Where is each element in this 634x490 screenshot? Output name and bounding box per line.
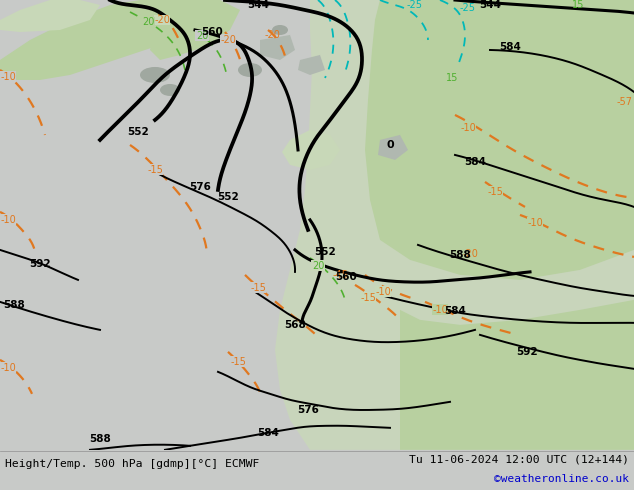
Text: -15: -15 (360, 293, 376, 303)
Text: 15: 15 (446, 73, 458, 83)
Text: 552: 552 (127, 127, 149, 137)
Text: 584: 584 (257, 428, 279, 438)
Text: 544: 544 (479, 0, 501, 10)
Text: 568: 568 (284, 320, 306, 330)
Polygon shape (378, 135, 408, 160)
Text: 588: 588 (449, 250, 471, 260)
Text: Tu 11-06-2024 12:00 UTC (12+144): Tu 11-06-2024 12:00 UTC (12+144) (409, 455, 629, 465)
Text: -10: -10 (432, 305, 448, 315)
Text: -20: -20 (264, 30, 280, 40)
Polygon shape (0, 0, 220, 80)
Text: -25: -25 (407, 0, 423, 10)
Text: -15: -15 (230, 357, 246, 367)
Text: 592: 592 (29, 259, 51, 269)
Polygon shape (298, 55, 325, 75)
Polygon shape (150, 0, 240, 60)
Text: -20: -20 (154, 15, 170, 25)
Text: -10: -10 (527, 218, 543, 228)
Text: -15: -15 (250, 283, 266, 293)
Text: -20: -20 (220, 35, 236, 45)
Text: -10: -10 (0, 363, 16, 373)
Text: 584: 584 (464, 157, 486, 167)
Polygon shape (282, 130, 340, 170)
Text: -25: -25 (460, 3, 476, 13)
Ellipse shape (238, 63, 262, 77)
Polygon shape (0, 0, 100, 32)
Text: 0: 0 (386, 140, 394, 150)
Text: Height/Temp. 500 hPa [gdmp][°C] ECMWF: Height/Temp. 500 hPa [gdmp][°C] ECMWF (5, 459, 259, 469)
Text: 15: 15 (572, 0, 584, 10)
Text: 20: 20 (312, 261, 324, 271)
Text: 20: 20 (142, 17, 154, 27)
Text: 560: 560 (201, 27, 223, 37)
Text: 588: 588 (3, 300, 25, 310)
Text: -10: -10 (375, 287, 391, 297)
Text: 576: 576 (297, 405, 319, 415)
Text: -15: -15 (147, 165, 163, 175)
Text: -20: -20 (462, 249, 478, 259)
Text: 552: 552 (314, 247, 336, 257)
Text: 592: 592 (516, 347, 538, 357)
Polygon shape (365, 0, 634, 280)
Text: 584: 584 (444, 306, 466, 316)
Text: 544: 544 (247, 0, 269, 10)
Polygon shape (400, 300, 634, 450)
Text: 576: 576 (189, 182, 211, 192)
Text: -10: -10 (0, 72, 16, 82)
Polygon shape (275, 0, 634, 450)
Text: -10: -10 (460, 123, 476, 133)
Text: -15: -15 (487, 187, 503, 197)
Text: 584: 584 (499, 42, 521, 52)
Text: 588: 588 (89, 434, 111, 444)
Ellipse shape (140, 67, 170, 83)
Ellipse shape (272, 25, 288, 35)
Text: 20: 20 (196, 31, 208, 41)
Text: 552: 552 (217, 192, 239, 202)
Polygon shape (260, 35, 295, 60)
Text: -10: -10 (0, 215, 16, 225)
Ellipse shape (160, 84, 180, 96)
Text: ©weatheronline.co.uk: ©weatheronline.co.uk (494, 474, 629, 484)
Text: 560: 560 (335, 272, 357, 282)
Text: -57: -57 (617, 97, 633, 107)
Text: -45: -45 (332, 270, 348, 280)
